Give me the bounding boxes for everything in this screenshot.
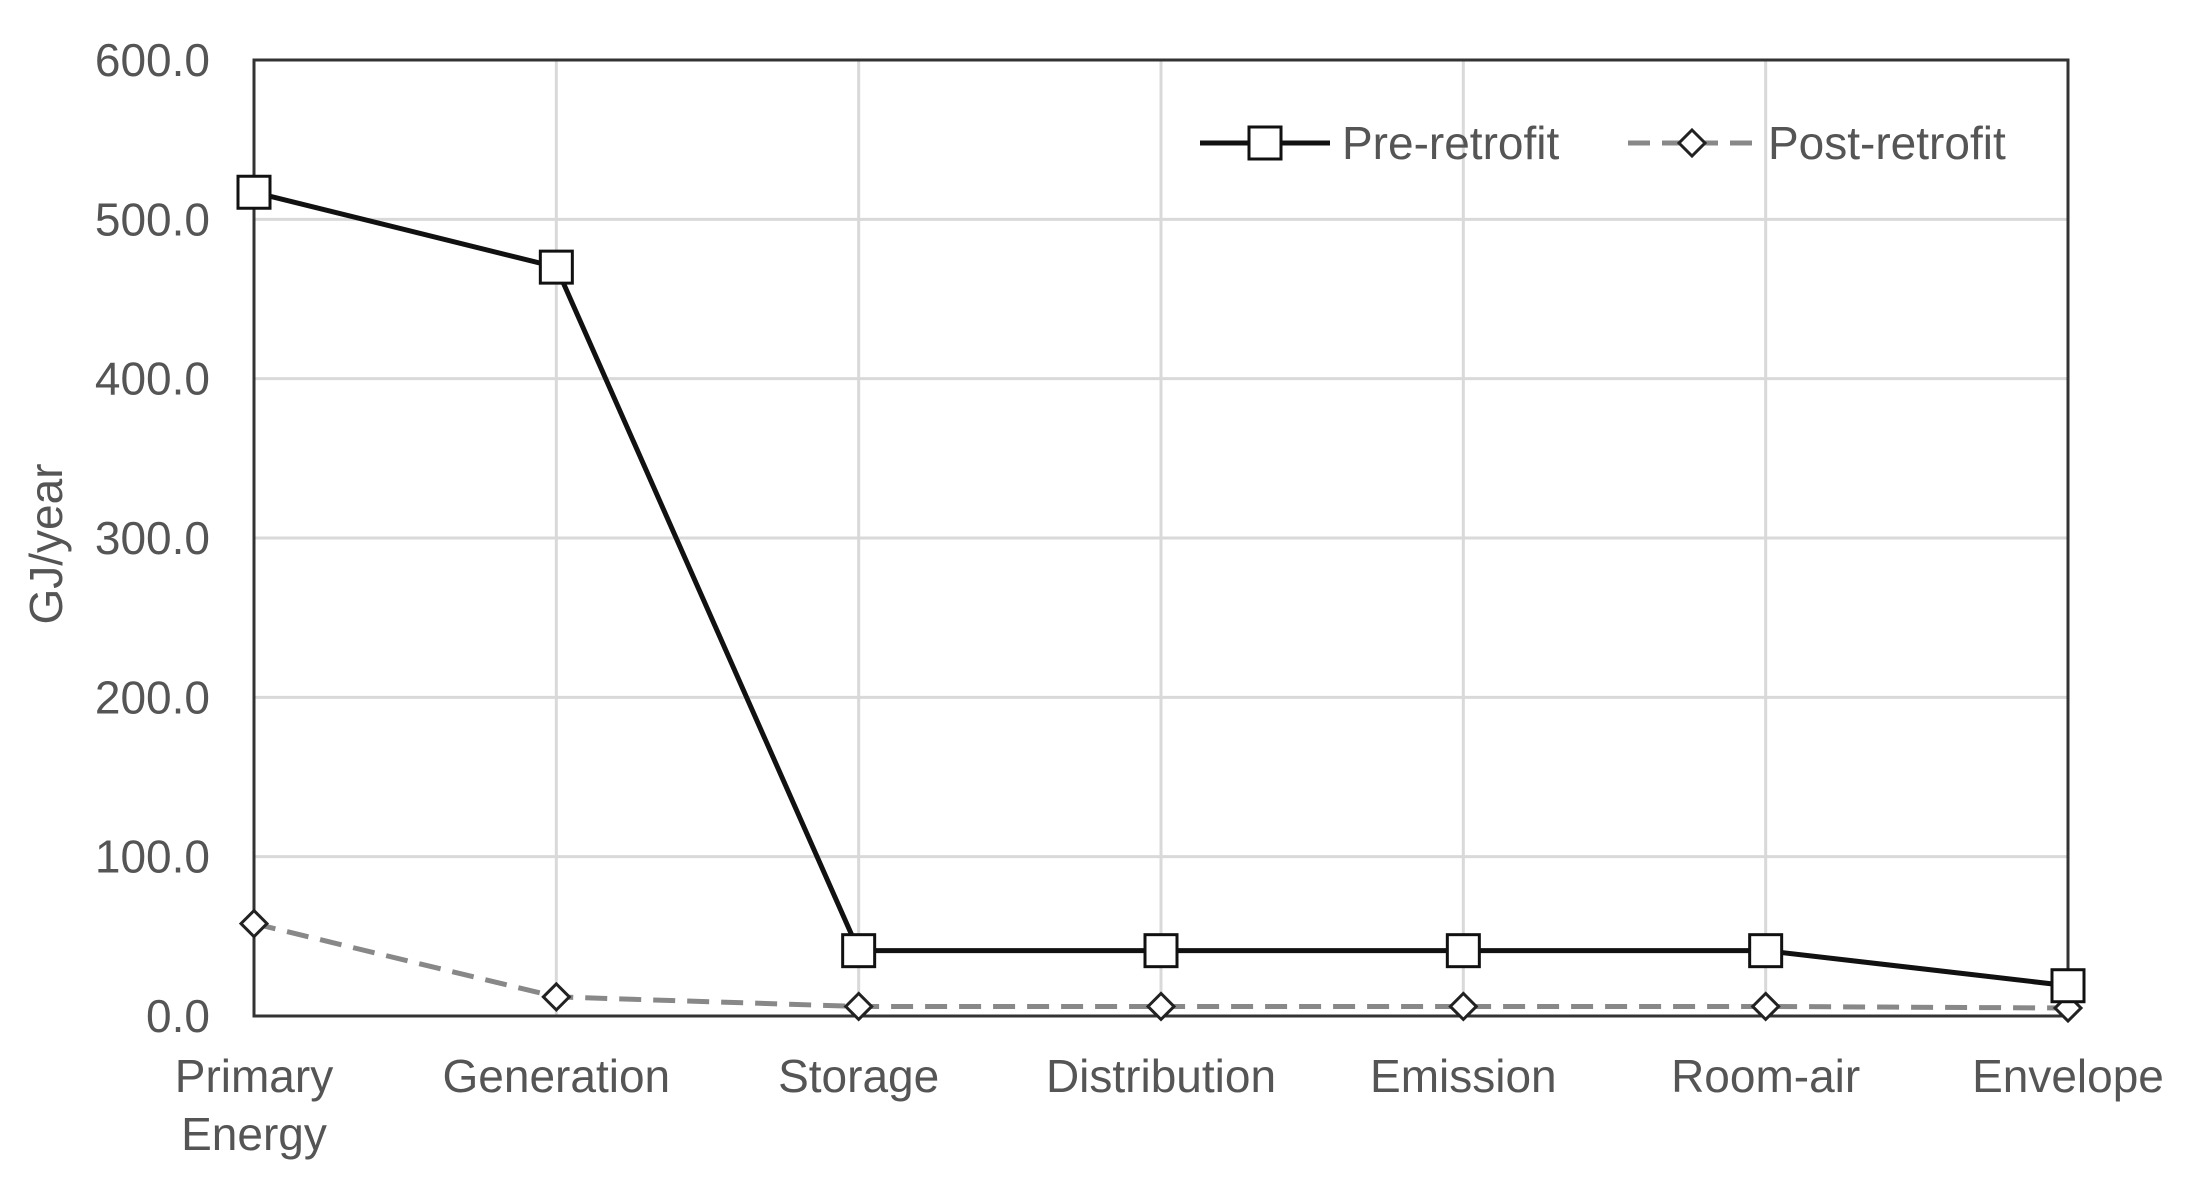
data-point: [1145, 991, 1177, 1022]
data-point: [238, 908, 270, 939]
y-tick-label: 200.0: [95, 671, 210, 723]
x-axis-ticks: Primary Energy Generation Storage Distributi…: [175, 1050, 2164, 1160]
data-point: [1750, 991, 1781, 1022]
data-point: [538, 249, 574, 285]
data-point: [1143, 933, 1179, 969]
grid: [252, 58, 2070, 1018]
x-tick-label: Emission: [1370, 1050, 1557, 1102]
legend-item-pre-retrofit: Pre-retrofit: [1200, 117, 1559, 169]
legend-label: Pre-retrofit: [1342, 117, 1559, 169]
x-tick-label: Energy: [181, 1108, 327, 1160]
data-point: [841, 933, 877, 969]
x-tick-label: Envelope: [1972, 1050, 2164, 1102]
data-point: [236, 174, 272, 210]
y-tick-label: 0.0: [146, 990, 210, 1042]
data-point: [1445, 933, 1481, 969]
data-point: [2050, 968, 2086, 1004]
series: [236, 174, 2086, 1024]
x-tick-label: Room-air: [1671, 1050, 1860, 1102]
y-tick-label: 100.0: [95, 831, 210, 883]
data-point: [1748, 933, 1784, 969]
series-post-retrofit: [238, 908, 2084, 1024]
legend: Pre-retrofit Post-retrofit: [1200, 117, 2006, 169]
series-pre-retrofit: [236, 174, 2086, 1004]
legend-label: Post-retrofit: [1768, 117, 2006, 169]
y-tick-label: 300.0: [95, 512, 210, 564]
x-tick-label: Generation: [443, 1050, 671, 1102]
y-axis-label: GJ/year: [20, 463, 72, 624]
x-tick-label: Distribution: [1046, 1050, 1276, 1102]
x-tick-label: Storage: [778, 1050, 939, 1102]
data-point: [1448, 991, 1479, 1022]
y-tick-label: 600.0: [95, 34, 210, 86]
y-axis-ticks: 0.0 100.0 200.0 300.0 400.0 500.0 600.0: [95, 34, 210, 1042]
y-tick-label: 500.0: [95, 193, 210, 245]
x-tick-label: Primary: [175, 1050, 333, 1102]
legend-item-post-retrofit: Post-retrofit: [1628, 117, 2006, 169]
y-tick-label: 400.0: [95, 353, 210, 405]
legend-marker: [1247, 125, 1283, 161]
data-point: [541, 981, 572, 1013]
data-point: [843, 991, 874, 1022]
legend-marker: [1676, 127, 1708, 159]
